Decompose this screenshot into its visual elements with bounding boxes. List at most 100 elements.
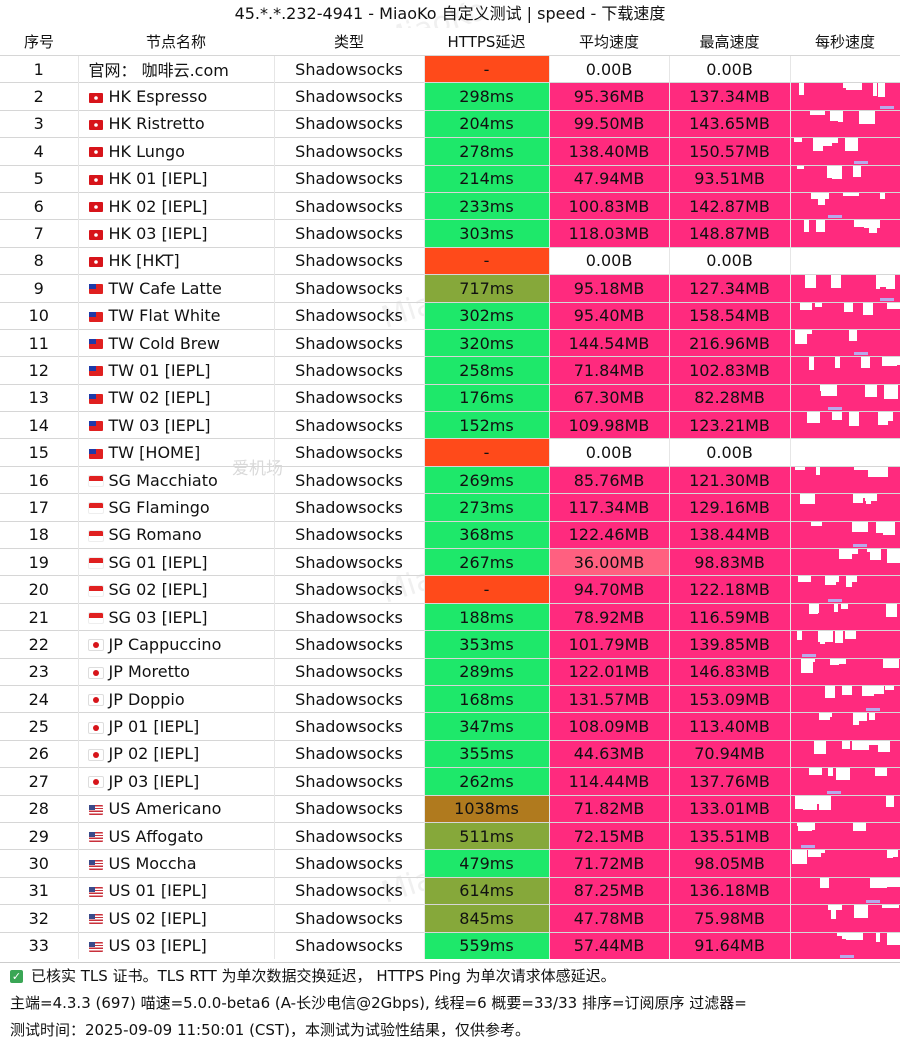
table-row: 10 TW Flat White Shadowsocks 302ms 95.40MB 15… — [0, 301, 900, 330]
node-name-cell: SG 01 [IEPL] — [77, 548, 274, 576]
table-row: 31 US 01 [IEPL] Shadowsocks 614ms 87.25MB 136… — [0, 876, 900, 905]
node-name: TW Cafe Latte — [108, 278, 222, 298]
table-row: 9 TW Cafe Latte Shadowsocks 717ms 95.18MB 127… — [0, 274, 900, 303]
sg-flag-icon — [87, 529, 104, 542]
node-name: HK [HKT] — [108, 251, 180, 271]
row-index: 9 — [0, 274, 78, 303]
per-second-speed-sparkline — [789, 904, 900, 932]
row-index: 22 — [0, 630, 78, 659]
https-latency-cell: 267ms — [423, 548, 549, 576]
row-index: 18 — [0, 520, 78, 549]
per-second-speed-sparkline — [789, 328, 900, 357]
max-speed: 137.34MB — [668, 82, 790, 111]
max-speed: 216.96MB — [668, 328, 790, 357]
https-latency: 368ms — [459, 525, 514, 545]
node-name-cell: SG 02 [IEPL] — [77, 575, 274, 604]
https-latency-cell: - — [423, 575, 549, 604]
protocol-type: Shadowsocks — [273, 684, 424, 713]
node-name-cell: TW 01 [IEPL] — [77, 356, 274, 385]
https-latency: 188ms — [459, 607, 514, 627]
max-speed: 75.98MB — [668, 904, 790, 932]
max-speed: 133.01MB — [668, 794, 790, 823]
table-row: 16 SG Macchiato Shadowsocks 269ms 85.76MB 121… — [0, 465, 900, 494]
protocol-type: Shadowsocks — [273, 356, 424, 385]
table-row: 18 SG Romano Shadowsocks 368ms 122.46MB 138.4… — [0, 520, 900, 549]
row-index: 5 — [0, 164, 78, 193]
node-name: TW 01 [IEPL] — [108, 360, 211, 380]
sg-flag-icon — [87, 475, 104, 488]
protocol-type: Shadowsocks — [273, 575, 424, 604]
table-row: 8 HK [HKT] Shadowsocks - 0.00B 0.00B — [0, 246, 900, 275]
node-name-cell: US 03 [IEPL] — [77, 931, 274, 959]
avg-speed: 95.18MB — [548, 274, 669, 303]
https-latency-cell: 278ms — [423, 137, 549, 166]
node-name-cell: SG Macchiato — [77, 465, 274, 494]
node-name: JP Cappuccino — [108, 634, 222, 654]
per-second-speed-sparkline — [789, 383, 900, 412]
protocol-type: Shadowsocks — [273, 301, 424, 330]
https-latency: 269ms — [459, 470, 514, 490]
per-second-speed-sparkline — [789, 684, 900, 713]
us-flag-icon — [88, 886, 103, 897]
row-index: 11 — [0, 328, 78, 357]
protocol-type: Shadowsocks — [273, 767, 424, 796]
node-name-cell: SG Flamingo — [77, 493, 274, 522]
https-latency: 262ms — [459, 771, 514, 791]
avg-speed: 36.00MB — [548, 548, 669, 576]
protocol-type: Shadowsocks — [273, 493, 424, 522]
node-name-cell: TW 02 [IEPL] — [77, 383, 274, 412]
row-index: 28 — [0, 794, 78, 823]
protocol-type: Shadowsocks — [273, 164, 424, 193]
per-second-speed-sparkline — [789, 164, 900, 193]
hk-flag-icon — [88, 202, 103, 213]
row-index: 2 — [0, 82, 78, 111]
node-name-cell: HK [HKT] — [77, 246, 274, 275]
sg-flag-icon — [87, 584, 104, 597]
avg-speed: 117.34MB — [548, 493, 669, 522]
table-row: 12 TW 01 [IEPL] Shadowsocks 258ms 71.84MB 102… — [0, 356, 900, 385]
https-latency: 353ms — [459, 634, 514, 654]
table-row: 19 SG 01 [IEPL] Shadowsocks 267ms 36.00MB 98.… — [0, 548, 900, 576]
avg-speed: 78.92MB — [548, 602, 669, 631]
row-index: 17 — [0, 493, 78, 522]
node-name: TW 02 [IEPL] — [108, 388, 211, 408]
max-speed: 129.16MB — [668, 493, 790, 522]
per-second-speed-sparkline — [789, 602, 900, 631]
node-name: US Affogato — [108, 826, 204, 846]
per-second-speed-sparkline — [789, 137, 900, 166]
per-second-speed-sparkline — [789, 548, 900, 576]
col-header-type: 类型 — [274, 28, 424, 56]
table-row: 17 SG Flamingo Shadowsocks 273ms 117.34MB 129… — [0, 493, 900, 522]
jp-flag-icon — [87, 748, 104, 761]
node-name-cell: HK Lungo — [77, 137, 274, 166]
row-index: 12 — [0, 356, 78, 385]
max-speed: 113.40MB — [668, 712, 790, 741]
node-name: US Americano — [108, 799, 222, 819]
node-name: HK Lungo — [108, 141, 185, 161]
max-speed: 127.34MB — [668, 274, 790, 303]
https-latency-cell: 347ms — [423, 712, 549, 741]
node-name-cell: JP Moretto — [77, 657, 274, 686]
protocol-type: Shadowsocks — [273, 82, 424, 111]
row-index: 3 — [0, 109, 78, 138]
https-latency-cell: 233ms — [423, 191, 549, 220]
node-name-cell: TW Cafe Latte — [77, 274, 274, 303]
max-speed: 116.59MB — [668, 602, 790, 631]
max-speed: 136.18MB — [668, 876, 790, 905]
max-speed: 148.87MB — [668, 219, 790, 248]
per-second-speed-sparkline — [789, 712, 900, 741]
table-row: 26 JP 02 [IEPL] Shadowsocks 355ms 44.63MB 70.… — [0, 739, 900, 768]
jp-flag-icon — [87, 776, 104, 789]
avg-speed: 72.15MB — [548, 821, 669, 850]
node-name-cell: HK 03 [IEPL] — [77, 219, 274, 248]
row-index: 32 — [0, 904, 78, 932]
max-speed: 123.21MB — [668, 411, 790, 439]
us-flag-icon — [88, 941, 103, 952]
max-speed: 98.83MB — [668, 548, 790, 576]
protocol-type: Shadowsocks — [273, 411, 424, 439]
max-speed: 143.65MB — [668, 109, 790, 138]
protocol-type: Shadowsocks — [273, 602, 424, 631]
max-speed: 0.00B — [668, 54, 790, 83]
protocol-type: Shadowsocks — [273, 383, 424, 412]
per-second-speed-sparkline — [789, 767, 900, 796]
